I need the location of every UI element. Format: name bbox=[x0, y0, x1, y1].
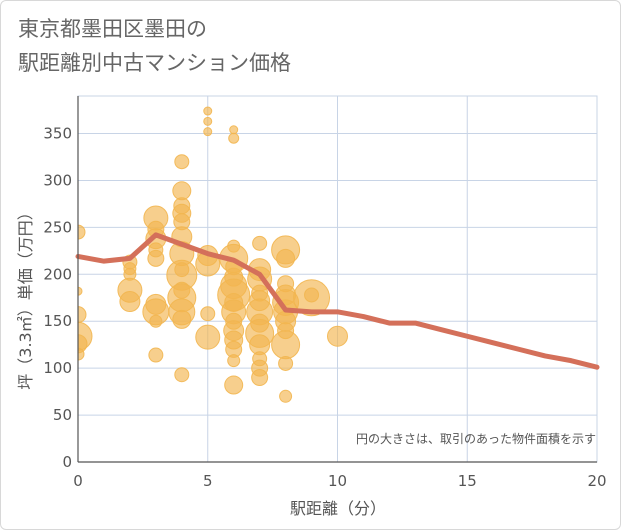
y-tick-label: 350 bbox=[43, 125, 72, 143]
x-axis-title: 駅距離（分） bbox=[290, 499, 386, 518]
bubble-point bbox=[172, 309, 192, 329]
x-tick-label: 0 bbox=[73, 472, 83, 490]
x-tick-label: 20 bbox=[587, 472, 606, 490]
bubble-point bbox=[304, 287, 320, 303]
average-line-layer bbox=[75, 232, 600, 370]
chart-title-line-1: 東京都墨田区墨田の bbox=[18, 17, 207, 41]
bubble-point bbox=[200, 306, 216, 322]
y-tick-label: 0 bbox=[62, 453, 72, 471]
bubble-point bbox=[278, 355, 294, 371]
bubble-point bbox=[78, 306, 87, 324]
y-tick-label: 200 bbox=[43, 265, 72, 283]
grid bbox=[77, 95, 598, 463]
bubble-point bbox=[203, 116, 213, 126]
bubble-point bbox=[149, 314, 163, 328]
bubble-point bbox=[203, 127, 213, 137]
bubble-point bbox=[119, 291, 141, 313]
chart-title: 東京都墨田区墨田の 駅距離別中古マンション価格 bbox=[18, 12, 291, 80]
y-tick-label: 150 bbox=[43, 312, 72, 330]
bubble-point bbox=[78, 286, 83, 296]
y-axis-title: 坪（3.3㎡）単価（万円） bbox=[16, 204, 35, 389]
bubble-point bbox=[276, 248, 296, 268]
average-price-line bbox=[75, 232, 600, 370]
bubble-point bbox=[147, 249, 165, 267]
bubble-point bbox=[123, 262, 137, 276]
y-tick-label: 100 bbox=[43, 359, 72, 377]
bubble-point bbox=[224, 375, 244, 395]
bubble-point bbox=[174, 154, 190, 170]
bubble-point bbox=[271, 330, 301, 360]
bubble-point bbox=[148, 347, 164, 363]
bubble-point bbox=[174, 367, 190, 383]
bubble-point bbox=[252, 235, 268, 251]
x-tick-label: 5 bbox=[203, 472, 213, 490]
bubble-point bbox=[78, 334, 88, 354]
bubble-point bbox=[172, 181, 192, 201]
y-tick-label: 250 bbox=[43, 218, 72, 236]
bubble-point bbox=[78, 224, 86, 240]
bubble-point bbox=[227, 354, 241, 368]
bubble-point bbox=[195, 324, 221, 350]
bubble-point bbox=[251, 369, 269, 387]
bubble-size-note: 円の大きさは、取引のあった物件面積を示す bbox=[356, 431, 596, 446]
axes: 0 50 100 150 200 250 300 350 0 5 10 15 20 bbox=[43, 96, 607, 490]
bubble-point bbox=[203, 106, 213, 116]
bubble-point bbox=[228, 132, 240, 144]
chart-title-line-2: 駅距離別中古マンション価格 bbox=[18, 51, 291, 75]
y-tick-label: 50 bbox=[53, 406, 72, 424]
bubble-point bbox=[229, 125, 239, 135]
bubble-point bbox=[327, 325, 348, 347]
bubble-point bbox=[279, 389, 293, 403]
y-tick-label: 300 bbox=[43, 171, 72, 189]
x-tick-label: 15 bbox=[458, 472, 477, 490]
x-tick-label: 10 bbox=[328, 472, 347, 490]
